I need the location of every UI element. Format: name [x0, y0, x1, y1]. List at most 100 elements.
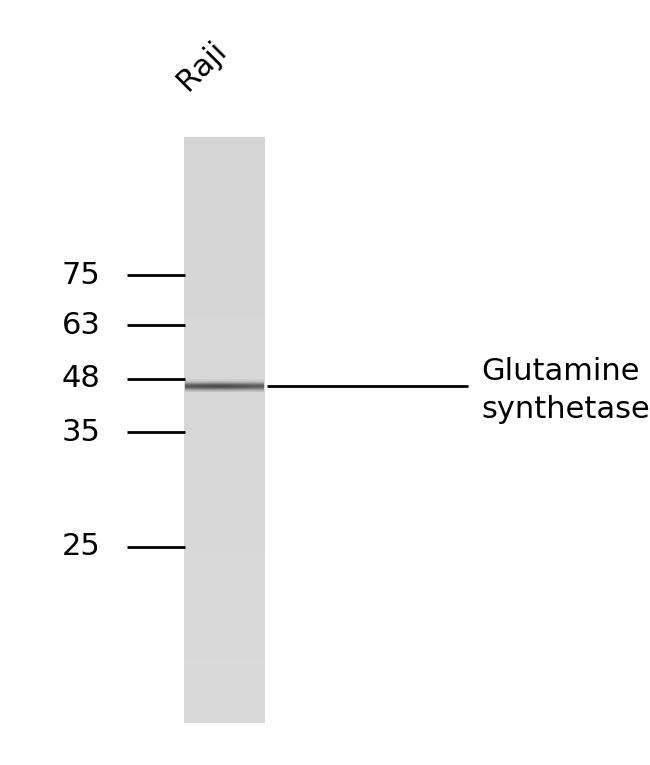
- Bar: [197, 385, 202, 386]
- Bar: [259, 380, 264, 382]
- Bar: [236, 385, 240, 386]
- Bar: [205, 386, 209, 387]
- Bar: [255, 389, 260, 390]
- Bar: [209, 387, 213, 389]
- Bar: [189, 383, 194, 384]
- Bar: [213, 380, 217, 381]
- Bar: [244, 382, 248, 383]
- Bar: [183, 464, 265, 467]
- Bar: [189, 389, 194, 390]
- Bar: [259, 385, 264, 386]
- Bar: [240, 389, 244, 390]
- Bar: [252, 382, 256, 383]
- Bar: [201, 380, 205, 381]
- Bar: [193, 390, 198, 391]
- Bar: [259, 384, 264, 386]
- Bar: [240, 386, 244, 387]
- Bar: [183, 638, 265, 641]
- Bar: [244, 390, 248, 391]
- Bar: [193, 387, 198, 388]
- Bar: [236, 380, 240, 382]
- Bar: [197, 388, 202, 389]
- Bar: [183, 568, 265, 571]
- Bar: [224, 387, 229, 388]
- Bar: [236, 385, 240, 386]
- Bar: [189, 386, 194, 387]
- Bar: [183, 402, 265, 405]
- Bar: [216, 388, 221, 389]
- Bar: [216, 391, 221, 392]
- Bar: [232, 379, 237, 380]
- Bar: [236, 389, 240, 390]
- Bar: [259, 388, 264, 389]
- Bar: [259, 380, 264, 381]
- Bar: [185, 388, 190, 389]
- Bar: [236, 387, 240, 388]
- Bar: [232, 387, 237, 388]
- Bar: [201, 390, 205, 392]
- Bar: [183, 681, 265, 684]
- Bar: [209, 381, 213, 382]
- Bar: [183, 304, 265, 308]
- Bar: [185, 382, 190, 383]
- Bar: [228, 382, 233, 384]
- Bar: [255, 379, 260, 380]
- Bar: [183, 586, 265, 588]
- Bar: [201, 386, 205, 387]
- Bar: [255, 388, 260, 389]
- Bar: [228, 385, 233, 386]
- Bar: [255, 391, 260, 392]
- Bar: [213, 387, 217, 388]
- Bar: [252, 391, 256, 392]
- Bar: [183, 236, 265, 239]
- Bar: [248, 388, 252, 389]
- Bar: [255, 381, 260, 382]
- Bar: [228, 384, 233, 385]
- Bar: [197, 387, 202, 388]
- Bar: [205, 383, 209, 384]
- Bar: [220, 381, 225, 382]
- Bar: [183, 564, 265, 567]
- Bar: [232, 387, 237, 388]
- Bar: [236, 388, 240, 389]
- Bar: [183, 718, 265, 721]
- Bar: [183, 190, 265, 192]
- Bar: [255, 388, 260, 389]
- Bar: [201, 380, 205, 382]
- Bar: [216, 384, 221, 386]
- Bar: [183, 363, 265, 366]
- Bar: [216, 391, 221, 392]
- Bar: [183, 200, 265, 202]
- Bar: [236, 383, 240, 384]
- Bar: [244, 389, 248, 390]
- Bar: [244, 379, 248, 380]
- Bar: [240, 389, 244, 390]
- Bar: [236, 381, 240, 382]
- Bar: [248, 391, 252, 392]
- Bar: [213, 384, 217, 385]
- Bar: [183, 615, 265, 617]
- Bar: [183, 143, 265, 145]
- Bar: [183, 334, 265, 337]
- Bar: [213, 385, 217, 386]
- Bar: [197, 391, 202, 392]
- Bar: [240, 391, 244, 392]
- Bar: [232, 379, 237, 380]
- Bar: [201, 391, 205, 392]
- Bar: [216, 391, 221, 392]
- Bar: [189, 383, 194, 384]
- Bar: [183, 209, 265, 212]
- Bar: [220, 389, 225, 390]
- Bar: [244, 385, 248, 386]
- Bar: [240, 380, 244, 382]
- Bar: [205, 381, 209, 382]
- Bar: [232, 389, 237, 390]
- Bar: [189, 391, 194, 392]
- Bar: [183, 414, 265, 417]
- Bar: [183, 619, 265, 621]
- Bar: [185, 387, 190, 388]
- Bar: [232, 388, 237, 389]
- Bar: [228, 391, 233, 392]
- Bar: [252, 383, 256, 385]
- Bar: [252, 383, 256, 384]
